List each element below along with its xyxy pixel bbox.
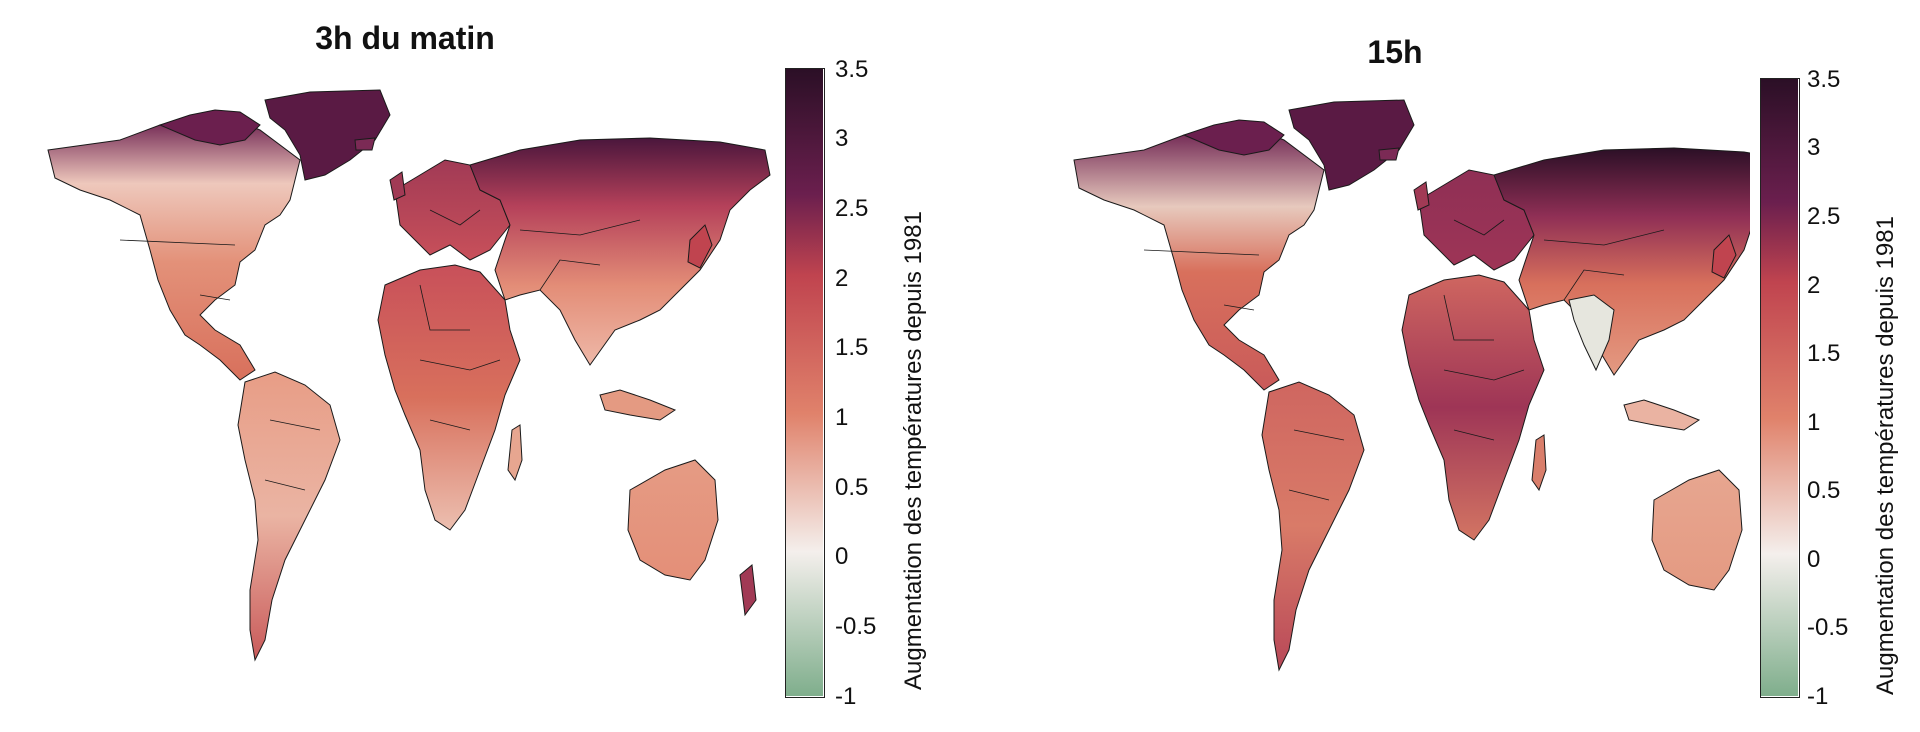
colorbar-label-day: Augmentation des températures depuis 198… <box>1872 216 1899 695</box>
iceland <box>1378 147 1400 161</box>
colorbar-gradient-day <box>1761 79 1798 696</box>
tick-label: 3.5 <box>1807 66 1841 93</box>
madagascar <box>1531 434 1547 492</box>
iceland <box>354 137 376 151</box>
indonesia <box>1623 399 1701 431</box>
tick-label: 3 <box>835 125 849 152</box>
colorbar-night <box>785 68 825 698</box>
tick-label: 3 <box>1807 134 1821 161</box>
madagascar <box>507 424 523 482</box>
asia <box>1493 147 1750 376</box>
uk <box>1413 181 1430 211</box>
australia <box>627 459 719 581</box>
india <box>1568 294 1615 372</box>
tick-label: 1.5 <box>835 334 869 361</box>
colorbar-day <box>1760 78 1800 698</box>
tick-label: 0.5 <box>835 474 869 501</box>
tick-label: -0.5 <box>1807 614 1849 641</box>
tick-label: -1 <box>1807 683 1829 710</box>
tick-label: 0.5 <box>1807 477 1841 504</box>
japan <box>1711 234 1737 279</box>
indonesia <box>599 389 677 421</box>
greenland <box>1288 99 1415 191</box>
borders-night <box>119 209 641 491</box>
tick-label: 0 <box>1807 546 1821 573</box>
world-map-night <box>47 89 771 662</box>
tick-label: 2.5 <box>1807 203 1841 230</box>
australia <box>1651 469 1743 591</box>
tick-label: 3.5 <box>835 56 869 83</box>
europe <box>1418 169 1535 271</box>
continents-day <box>1073 99 1750 672</box>
tick-label: 2 <box>835 265 849 292</box>
asia <box>469 137 771 366</box>
africa <box>377 264 521 531</box>
uk <box>389 171 406 201</box>
arctic-islands <box>1182 119 1285 156</box>
world-map-day <box>1073 99 1750 672</box>
tick-label: 0 <box>835 543 849 570</box>
arctic-islands <box>158 109 261 146</box>
colorbar-gradient-night <box>786 69 823 696</box>
south-america <box>237 371 341 662</box>
continents-night <box>47 89 771 662</box>
tick-label: 1 <box>1807 409 1821 436</box>
tick-label: 2.5 <box>835 195 869 222</box>
japan <box>687 224 713 269</box>
tick-label: -1 <box>835 683 857 710</box>
new-zealand <box>739 564 757 617</box>
tick-label: 1 <box>835 404 849 431</box>
africa <box>1401 274 1545 541</box>
colorbar-label-night: Augmentation des températures depuis 198… <box>900 211 927 690</box>
north-america <box>47 117 301 381</box>
tick-label: -0.5 <box>835 613 877 640</box>
south-america <box>1261 381 1365 672</box>
europe <box>394 159 511 261</box>
map-title-night: 3h du matin <box>315 20 495 56</box>
tick-label: 1.5 <box>1807 340 1841 367</box>
tick-label: 2 <box>1807 272 1821 299</box>
north-america <box>1073 127 1325 391</box>
greenland <box>264 89 391 181</box>
borders-day <box>1143 219 1665 501</box>
map-panel-night: 3h du matin <box>47 20 927 710</box>
map-title-day: 15h <box>1367 34 1423 70</box>
map-panel-day: 15h <box>960 0 1920 732</box>
